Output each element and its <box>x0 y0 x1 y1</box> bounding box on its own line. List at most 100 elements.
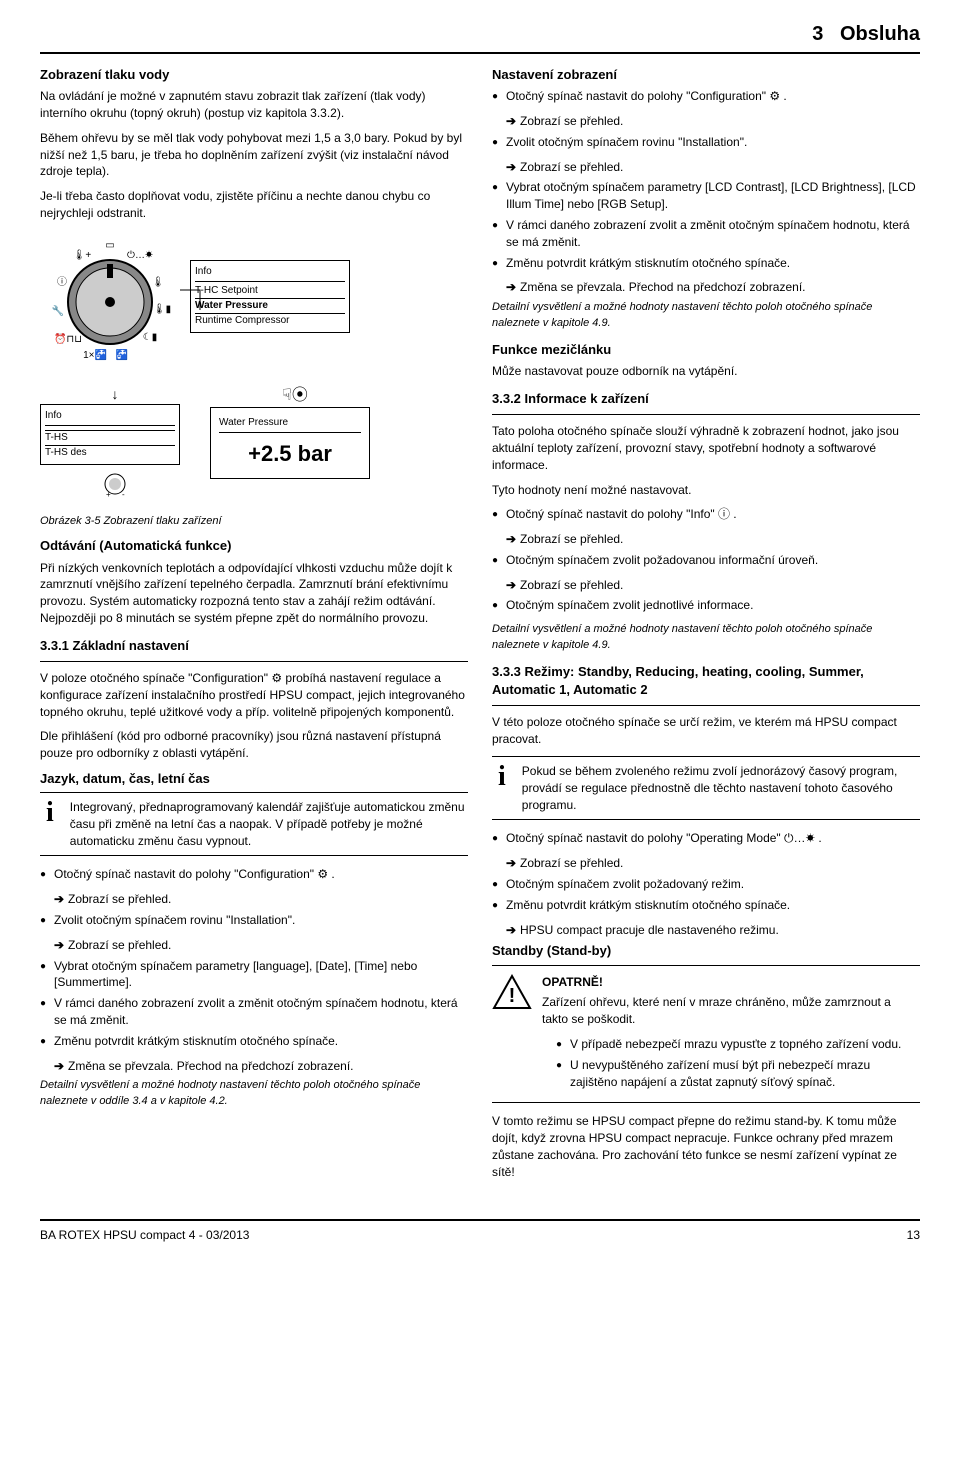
step: Otočný spínač nastavit do polohy "Config… <box>40 866 468 883</box>
info-icon: i <box>492 763 512 791</box>
panel-line: T-HC Setpoint <box>195 284 345 298</box>
warning-bullet: U nevypuštěného zařízení musí být při ne… <box>542 1057 920 1091</box>
down-arrow-icon: ↓ <box>40 385 190 405</box>
step: Vybrat otočným spínačem parametry [langu… <box>40 958 468 992</box>
knob-icon: +- <box>40 469 190 504</box>
divider <box>492 705 920 706</box>
step: Otočným spínačem zvolit požadovaný režim… <box>492 876 920 893</box>
result: Změna se převzala. Přechod na předchozí … <box>40 1058 468 1075</box>
footer-left: BA ROTEX HPSU compact 4 - 03/2013 <box>40 1227 249 1244</box>
svg-text:🚰: 🚰 <box>116 348 128 361</box>
step: V rámci daného zobrazení zvolit a změnit… <box>492 217 920 251</box>
page-footer: BA ROTEX HPSU compact 4 - 03/2013 13 <box>40 1219 920 1244</box>
svg-text:🌡: 🌡 <box>152 276 165 288</box>
panel-line-highlight: T-HS <box>45 430 175 446</box>
step: V rámci daného zobrazení zvolit a změnit… <box>40 995 468 1029</box>
info-panel-left: Info T-HS T-HS des <box>40 404 180 465</box>
divider <box>40 661 468 662</box>
info-box: i Integrovaný, přednaprogramovaný kalend… <box>40 792 468 856</box>
divider <box>492 414 920 415</box>
panel-line: T-HS des <box>45 446 175 460</box>
text: Je-li třeba často doplňovat vodu, zjistě… <box>40 188 468 222</box>
svg-text:-: - <box>122 490 125 499</box>
result: Zobrazí se přehled. <box>492 577 920 594</box>
pressure-value: +2.5 bar <box>219 439 361 470</box>
text: V tomto režimu se HPSU compact přepne do… <box>492 1113 920 1180</box>
info-text: Pokud se během zvoleného režimu zvolí je… <box>522 763 920 813</box>
text: Může nastavovat pouze odborník na vytápě… <box>492 363 920 380</box>
step: Otočným spínačem zvolit požadovanou info… <box>492 552 920 569</box>
info-text: Integrovaný, přednaprogramovaný kalendář… <box>70 799 468 849</box>
warning-title: OPATRNĚ! <box>542 974 920 991</box>
step: Otočný spínač nastavit do polohy "Info" … <box>492 506 920 523</box>
step: Otočný spínač nastavit do polohy "Config… <box>492 88 920 105</box>
panel-line-highlight: Water Pressure <box>195 298 345 314</box>
heading-defrost: Odtávání (Automatická funkce) <box>40 537 468 555</box>
heading-lang: Jazyk, datum, čas, letní čas <box>40 770 468 788</box>
step: Změnu potvrdit krátkým stisknutím otočné… <box>40 1033 468 1050</box>
heading-standby: Standby (Stand-by) <box>492 942 920 960</box>
chapter-title: Obsluha <box>840 23 920 45</box>
warning-icon: ! <box>492 974 532 1015</box>
result: HPSU compact pracuje dle nastaveného rež… <box>492 922 920 939</box>
step: Otočný spínač nastavit do polohy "Operat… <box>492 830 920 847</box>
heading-332: 3.3.2 Informace k zařízení <box>492 390 920 408</box>
heading-331: 3.3.1 Základní nastavení <box>40 637 468 655</box>
svg-text:☾▮: ☾▮ <box>143 332 157 343</box>
heading-333: 3.3.3 Režimy: Standby, Reducing, heating… <box>492 663 920 699</box>
right-column: Nastavení zobrazení Otočný spínač nastav… <box>492 66 920 1189</box>
value-panel: Water Pressure +2.5 bar <box>210 407 370 479</box>
result: Zobrazí se přehled. <box>40 891 468 908</box>
text: V poloze otočného spínače "Configuration… <box>40 670 468 720</box>
step: Vybrat otočným spínačem parametry [LCD C… <box>492 179 920 213</box>
diagram-pressure: ▭ ⏻…☀ 🌡 🌡▮ ☾▮ 🚰 1×🚰 ⏰⊓⊔ 🔧 ⓘ 🌡+ <box>40 230 468 504</box>
note: Detailní vysvětlení a možné hodnoty nast… <box>492 300 920 331</box>
note: Detailní vysvětlení a možné hodnoty nast… <box>40 1078 468 1109</box>
page-header: 3 Obsluha <box>40 20 920 54</box>
panel-title: Water Pressure <box>219 416 361 433</box>
page-number: 13 <box>907 1227 920 1244</box>
note: Detailní vysvětlení a možné hodnoty nast… <box>492 622 920 653</box>
hand-press-icon: ☟⦿ <box>210 385 380 407</box>
svg-text:1×🚰: 1×🚰 <box>83 348 107 361</box>
svg-text:🌡+: 🌡+ <box>73 249 92 261</box>
step: Zvolit otočným spínačem rovinu "Installa… <box>40 912 468 929</box>
heading-display: Nastavení zobrazení <box>492 66 920 84</box>
heading-pressure: Zobrazení tlaku vody <box>40 66 468 84</box>
panel-title: Info <box>45 409 175 426</box>
result: Změna se převzala. Přechod na předchozí … <box>492 279 920 296</box>
text: Dle přihlášení (kód pro odborné pracovní… <box>40 728 468 762</box>
step: Otočným spínačem zvolit jednotlivé infor… <box>492 597 920 614</box>
svg-text:!: ! <box>509 985 516 1007</box>
rotary-dial: ▭ ⏻…☀ 🌡 🌡▮ ☾▮ 🚰 1×🚰 ⏰⊓⊔ 🔧 ⓘ 🌡+ <box>40 230 180 375</box>
result: Zobrazí se přehled. <box>492 113 920 130</box>
step: Změnu potvrdit krátkým stisknutím otočné… <box>492 255 920 272</box>
svg-text:▭: ▭ <box>105 240 114 251</box>
result: Zobrazí se přehled. <box>40 937 468 954</box>
warning-bullet: V případě nebezpečí mrazu vypusťte z top… <box>542 1036 920 1053</box>
text: V této poloze otočného spínače se určí r… <box>492 714 920 748</box>
heading-interlink: Funkce mezičlánku <box>492 341 920 359</box>
step: Zvolit otočným spínačem rovinu "Installa… <box>492 134 920 151</box>
svg-text:⏰⊓⊔: ⏰⊓⊔ <box>54 332 82 345</box>
result: Zobrazí se přehled. <box>492 855 920 872</box>
warning-text: Zařízení ohřevu, které není v mraze chrá… <box>542 994 920 1028</box>
info-panel-top: Info T-HC Setpoint Water Pressure Runtim… <box>190 260 350 333</box>
result: Zobrazí se přehled. <box>492 159 920 176</box>
figure-caption: Obrázek 3-5 Zobrazení tlaku zařízení <box>40 514 468 529</box>
svg-text:⏻…☀: ⏻…☀ <box>127 250 153 261</box>
svg-text:ⓘ: ⓘ <box>57 276 67 288</box>
svg-text:🔧: 🔧 <box>52 304 64 317</box>
svg-text:+: + <box>106 490 111 499</box>
warning-box: ! OPATRNĚ! Zařízení ohřevu, které není v… <box>492 965 920 1104</box>
info-box: i Pokud se během zvoleného režimu zvolí … <box>492 756 920 820</box>
text: Tyto hodnoty není možné nastavovat. <box>492 482 920 499</box>
text: Tato poloha otočného spínače slouží výhr… <box>492 423 920 473</box>
text: Během ohřevu by se měl tlak vody pohybov… <box>40 130 468 180</box>
panel-line: Runtime Compressor <box>195 314 345 328</box>
info-icon: i <box>40 799 60 827</box>
result: Zobrazí se přehled. <box>492 531 920 548</box>
svg-text:🌡▮: 🌡▮ <box>153 303 171 315</box>
chapter-number: 3 <box>812 23 823 45</box>
step-list: Otočný spínač nastavit do polohy "Config… <box>40 866 468 883</box>
